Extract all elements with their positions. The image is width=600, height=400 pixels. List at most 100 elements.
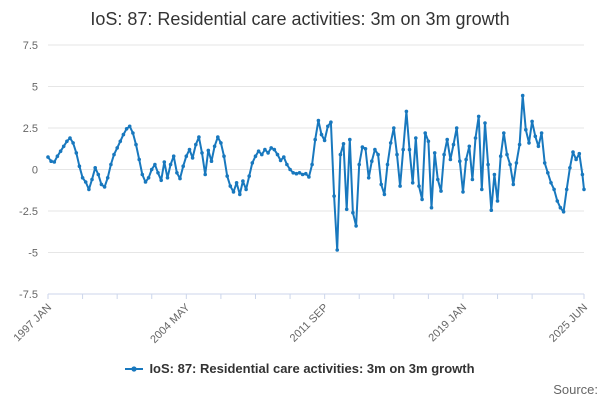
y-axis-label: -7.5	[19, 289, 38, 301]
data-point-marker	[442, 152, 446, 157]
data-point-marker	[297, 171, 302, 175]
y-axis-label: 5	[32, 82, 38, 94]
data-point-marker	[502, 131, 506, 135]
data-point-marker	[473, 136, 478, 140]
data-point-marker	[379, 182, 384, 187]
legend-item[interactable]: IoS: 87: Residential care activities: 3m…	[0, 361, 600, 376]
data-point-marker	[168, 162, 173, 167]
data-point-marker	[580, 172, 585, 177]
data-point-marker	[65, 139, 69, 144]
data-point-marker	[564, 187, 569, 192]
data-point-marker	[96, 172, 101, 177]
data-point-marker	[492, 172, 497, 177]
data-point-marker	[137, 157, 141, 162]
data-point-marker	[253, 154, 258, 158]
data-point-marker	[511, 182, 516, 187]
data-point-marker	[74, 151, 79, 155]
data-point-marker	[231, 190, 236, 194]
data-point-marker	[476, 114, 481, 119]
data-point-marker	[533, 134, 538, 139]
y-axis-label: 7.5	[23, 40, 38, 52]
data-point-marker	[61, 144, 66, 149]
data-point-marker	[134, 142, 138, 147]
data-point-marker	[414, 136, 418, 140]
data-point-marker	[178, 176, 182, 181]
data-point-marker	[58, 149, 63, 153]
data-point-marker	[272, 147, 277, 152]
data-point-marker	[175, 171, 179, 175]
data-point-marker	[275, 152, 280, 157]
data-point-marker	[316, 118, 321, 123]
data-point-marker	[212, 144, 217, 149]
data-point-marker	[448, 157, 453, 162]
data-point-marker	[307, 175, 311, 179]
data-point-marker	[219, 141, 223, 145]
data-point-marker	[49, 159, 53, 163]
data-point-marker	[410, 181, 415, 185]
data-point-marker	[470, 177, 475, 182]
data-point-marker	[234, 181, 239, 185]
data-point-marker	[423, 131, 428, 135]
data-point-marker	[498, 154, 503, 158]
data-point-marker	[247, 174, 251, 178]
data-point-marker	[140, 172, 145, 177]
data-point-marker	[300, 172, 305, 177]
data-point-marker	[159, 178, 163, 183]
data-point-marker	[260, 152, 264, 157]
chart-title: IoS: 87: Residential care activities: 3m…	[90, 9, 510, 29]
x-axis-label: 2004 MAY	[148, 301, 193, 346]
data-point-marker	[222, 154, 226, 158]
data-point-marker	[407, 147, 412, 152]
data-point-marker	[294, 171, 299, 176]
data-point-marker	[426, 139, 431, 144]
data-point-marker	[360, 145, 365, 149]
data-point-marker	[124, 127, 129, 131]
data-point-marker	[105, 176, 110, 180]
data-point-marker	[282, 155, 286, 159]
data-point-marker	[373, 147, 377, 152]
data-point-marker	[291, 171, 296, 175]
data-point-marker	[461, 190, 465, 194]
data-point-marker	[577, 151, 582, 156]
data-point-marker	[181, 164, 185, 168]
data-point-marker	[341, 142, 346, 146]
data-point-marker	[432, 151, 437, 155]
y-axis-label: -2.5	[19, 206, 38, 218]
data-point-marker	[203, 172, 207, 177]
data-point-marker	[171, 154, 176, 158]
series-ios-87-residential-care[interactable]	[46, 93, 586, 252]
data-point-marker	[190, 156, 195, 160]
y-axis-label: 0	[32, 165, 38, 177]
data-point-marker	[354, 224, 358, 228]
data-point-marker	[80, 176, 85, 180]
data-point-marker	[335, 248, 340, 252]
data-point-marker	[121, 132, 126, 137]
data-point-marker	[332, 194, 336, 198]
data-point-marker	[351, 210, 355, 215]
data-point-marker	[429, 205, 434, 210]
data-point-marker	[480, 187, 484, 192]
data-point-marker	[55, 154, 60, 158]
data-point-marker	[153, 162, 157, 167]
data-point-marker	[304, 171, 308, 176]
data-point-marker	[118, 139, 123, 144]
data-point-marker	[269, 146, 274, 150]
data-point-marker	[395, 152, 399, 157]
data-point-marker	[146, 176, 151, 180]
data-point-marker	[366, 176, 371, 180]
data-point-marker	[93, 166, 97, 170]
data-point-marker	[194, 142, 198, 147]
x-axis-label: 2025 JUN	[547, 302, 590, 345]
data-point-marker	[558, 205, 563, 210]
data-point-marker	[162, 160, 167, 164]
data-point-marker	[68, 136, 72, 140]
data-point-marker	[527, 141, 531, 145]
data-point-marker	[417, 184, 421, 188]
data-point-marker	[77, 164, 82, 168]
data-point-marker	[574, 157, 578, 162]
data-point-marker	[524, 127, 528, 132]
data-point-marker	[542, 161, 547, 165]
data-point-marker	[115, 146, 119, 150]
data-point-marker	[46, 155, 50, 159]
legend-line-marker-icon	[125, 365, 144, 372]
